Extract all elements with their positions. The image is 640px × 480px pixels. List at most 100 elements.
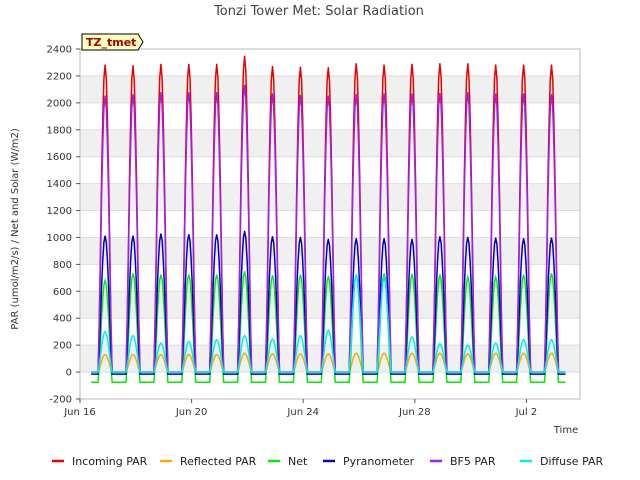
data-point-bf5-par	[299, 94, 302, 97]
data-point-bf5-par	[411, 93, 413, 95]
data-point-diffuse-par	[243, 334, 246, 337]
data-point-net	[467, 276, 469, 278]
data-point-pyranometer	[327, 238, 330, 241]
data-point-reflected-par	[132, 353, 134, 356]
data-point-bf5-par	[355, 93, 358, 96]
data-point-reflected-par	[467, 353, 469, 355]
data-point-bf5-par	[243, 84, 246, 87]
data-point-pyranometer	[439, 235, 441, 238]
x-tick-label: Jun 16	[63, 407, 96, 418]
data-point-diffuse-par	[188, 340, 190, 343]
x-tick-label: Jun 28	[398, 407, 431, 418]
y-tick-label: 1600	[47, 152, 72, 163]
data-point-net	[550, 273, 553, 275]
x-tick-label: Jul 2	[515, 407, 538, 418]
data-point-incoming-par	[132, 65, 134, 67]
data-point-reflected-par	[550, 352, 553, 355]
data-point-bf5-par	[494, 93, 497, 95]
data-point-bf5-par	[271, 93, 274, 95]
data-point-bf5-par	[132, 93, 134, 96]
data-point-bf5-par	[104, 95, 106, 97]
data-point-diffuse-par	[327, 329, 330, 332]
data-point-net	[439, 274, 441, 276]
legend-label-bf5-par: BF5 PAR	[450, 455, 496, 468]
y-tick-label: 1400	[47, 179, 72, 190]
x-axis: Jun 16 Jun 20 Jun 24 Jun 28 Jul 2	[63, 399, 537, 418]
x-tick-label: Jun 20	[175, 407, 208, 418]
data-point-pyranometer	[132, 235, 134, 237]
data-point-pyranometer	[494, 237, 497, 239]
data-point-pyranometer	[243, 230, 246, 233]
data-point-diffuse-par	[383, 277, 385, 279]
data-point-bf5-par	[327, 95, 330, 97]
data-point-incoming-par	[467, 63, 469, 65]
legend-label-pyranometer: Pyranometer	[343, 455, 415, 468]
data-point-diffuse-par	[439, 343, 441, 345]
site-tag-label: TZ_tmet	[86, 36, 136, 49]
data-point-pyranometer	[160, 233, 162, 235]
legend-label-incoming-par: Incoming PAR	[72, 455, 148, 468]
data-point-incoming-par	[494, 64, 497, 66]
y-tick-label: 400	[53, 314, 72, 325]
data-point-diffuse-par	[271, 338, 274, 340]
data-point-incoming-par	[411, 63, 413, 66]
data-point-net	[299, 274, 302, 276]
data-point-diffuse-par	[467, 344, 469, 346]
y-tick-label: 2400	[47, 45, 72, 56]
x-tick-label: Jun 24	[286, 407, 319, 418]
chart-title: Tonzi Tower Met: Solar Radiation	[213, 4, 424, 19]
data-point-net	[215, 274, 218, 276]
grid-band	[80, 183, 580, 211]
y-tick-label: 1200	[47, 206, 72, 217]
y-tick-label: 2200	[47, 71, 72, 82]
data-point-incoming-par	[160, 63, 162, 66]
y-axis: -200 0 200 400 600 800 1000 1200 1400 1600 1800 200…	[47, 45, 80, 406]
data-point-bf5-par	[188, 91, 190, 94]
data-point-diffuse-par	[522, 338, 525, 341]
data-point-pyranometer	[215, 233, 218, 236]
data-point-bf5-par	[383, 93, 385, 95]
data-point-reflected-par	[439, 352, 441, 355]
data-point-net	[104, 279, 106, 282]
data-point-bf5-par	[550, 93, 553, 96]
data-point-pyranometer	[522, 238, 525, 240]
data-point-incoming-par	[550, 64, 553, 66]
data-point-incoming-par	[215, 63, 218, 66]
data-point-reflected-par	[522, 352, 525, 355]
data-point-bf5-par	[522, 93, 525, 95]
data-point-reflected-par	[327, 353, 330, 355]
data-point-reflected-par	[355, 352, 358, 355]
data-point-reflected-par	[383, 352, 385, 355]
data-point-diffuse-par	[215, 338, 218, 341]
data-point-incoming-par	[355, 63, 358, 65]
data-point-net	[411, 273, 413, 276]
data-point-reflected-par	[494, 352, 497, 355]
data-point-pyranometer	[383, 238, 385, 240]
data-point-incoming-par	[271, 65, 274, 68]
data-point-diffuse-par	[494, 342, 497, 344]
data-point-bf5-par	[160, 91, 162, 94]
data-point-reflected-par	[160, 353, 162, 356]
site-tag: TZ_tmet	[81, 33, 144, 51]
y-axis-label: PAR (umol/m2/s) / Net and Solar (W/m2)	[10, 128, 21, 330]
data-point-pyranometer	[188, 233, 190, 236]
data-point-reflected-par	[104, 353, 106, 356]
data-point-diffuse-par	[550, 338, 553, 341]
data-point-reflected-par	[188, 353, 190, 356]
y-tick-label: 1000	[47, 233, 72, 244]
data-point-net	[132, 273, 134, 275]
data-point-pyranometer	[550, 237, 553, 239]
legend: Incoming PAR Reflected PAR Net Pyranometer B…	[52, 455, 604, 468]
data-point-pyranometer	[271, 235, 274, 238]
data-point-net	[243, 270, 246, 273]
data-point-pyranometer	[299, 236, 302, 239]
data-point-reflected-par	[299, 353, 302, 355]
data-point-incoming-par	[243, 55, 246, 58]
data-point-pyranometer	[355, 238, 358, 240]
data-point-bf5-par	[439, 92, 441, 95]
y-tick-label: 200	[53, 341, 72, 352]
data-point-diffuse-par	[132, 334, 134, 337]
legend-label-diffuse-par: Diffuse PAR	[540, 455, 604, 468]
data-point-diffuse-par	[411, 336, 413, 338]
